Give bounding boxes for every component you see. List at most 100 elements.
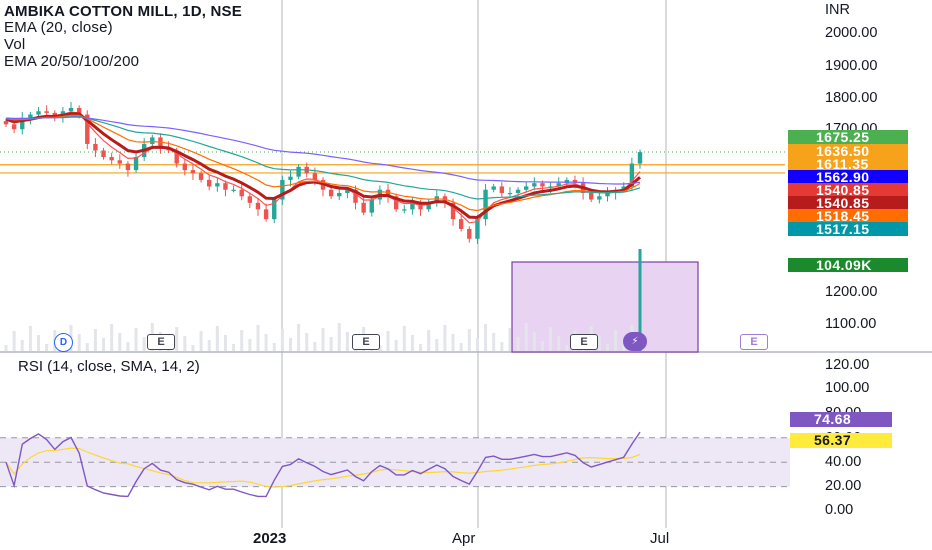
volume-bar xyxy=(475,338,479,351)
candle-body xyxy=(418,202,423,210)
volume-bar xyxy=(378,345,382,351)
volume-bar xyxy=(126,342,130,351)
candle-body xyxy=(426,202,431,210)
volume-bar xyxy=(484,324,488,351)
price-tag: 1540.85 xyxy=(788,183,908,197)
volume-bar xyxy=(85,343,89,351)
volume-bar xyxy=(549,327,553,351)
candle-body xyxy=(345,189,350,193)
rsi-band xyxy=(0,437,790,487)
legend-ema-multi: EMA 20/50/100/200 xyxy=(4,53,140,70)
ema-20-line xyxy=(5,112,641,220)
volume-bar xyxy=(4,345,8,351)
volume-bar xyxy=(313,342,317,351)
candle-body xyxy=(174,150,179,164)
volume-bar xyxy=(297,324,301,351)
candle-body xyxy=(458,219,464,229)
price-tag: 1611.35 xyxy=(788,157,908,171)
candle-body xyxy=(483,189,488,220)
time-label-apr: Apr xyxy=(452,530,476,547)
volume-bar xyxy=(12,331,16,351)
candle-body xyxy=(369,199,374,213)
highlight-zone xyxy=(511,261,699,353)
rsi-value-tag: 74.68 xyxy=(790,412,892,427)
candle-body xyxy=(532,183,537,187)
volume-bar xyxy=(419,344,423,351)
volume-bar xyxy=(508,328,512,351)
candle-body xyxy=(491,186,496,190)
candle-body xyxy=(93,143,98,151)
ema-20-close-line xyxy=(5,111,641,224)
price-label-2000: 2000.00 xyxy=(825,25,878,41)
candle-body xyxy=(215,183,220,187)
candle-body xyxy=(109,157,114,161)
time-label-2023: 2023 xyxy=(253,530,287,547)
candle-body xyxy=(117,160,122,164)
candle-body xyxy=(621,186,626,190)
rsi-line xyxy=(5,431,641,498)
candle-body xyxy=(393,196,399,210)
candle-body xyxy=(467,228,472,239)
legend-vol: Vol xyxy=(4,36,26,53)
rsi-sma-line xyxy=(5,447,641,488)
rsi-label-0: 0.00 xyxy=(825,502,854,518)
candle-body xyxy=(524,186,529,190)
volume-bar xyxy=(288,338,292,351)
dividend-badge[interactable]: D xyxy=(54,333,73,352)
earnings-badge-future[interactable]: E xyxy=(740,334,768,350)
candle-body xyxy=(434,196,439,203)
volume-bar xyxy=(199,331,203,351)
candle-body xyxy=(288,176,293,180)
price-tag: 1636.50 xyxy=(788,144,908,158)
earnings-badge-2[interactable]: E xyxy=(352,334,380,350)
volume-bar xyxy=(28,326,32,351)
chart-title: AMBIKA COTTON MILL, 1D, NSE xyxy=(4,3,242,20)
volume-bar xyxy=(37,335,41,351)
volume-bar xyxy=(280,329,284,351)
flash-icon[interactable]: ⚡ xyxy=(623,332,647,351)
price-label-1100: 1100.00 xyxy=(825,316,877,332)
candle-body xyxy=(239,189,244,197)
time-label-jul: Jul xyxy=(650,530,670,547)
price-tag: 1517.15 xyxy=(788,222,908,236)
earnings-badge-1[interactable]: E xyxy=(147,334,175,350)
candle-body xyxy=(353,189,358,203)
candle-body xyxy=(589,193,594,200)
candle-body xyxy=(385,189,391,197)
candle-body xyxy=(68,107,74,112)
candle-body xyxy=(133,157,139,171)
candle-body xyxy=(515,189,521,193)
earnings-badge-3[interactable]: E xyxy=(570,334,598,350)
volume-bar xyxy=(467,329,471,351)
candle-body xyxy=(198,173,204,180)
volume-bar xyxy=(215,326,219,351)
candle-body xyxy=(44,111,49,113)
candle-body xyxy=(247,196,253,203)
volume-bar xyxy=(329,337,333,351)
candle-body xyxy=(231,189,236,191)
volume-bar xyxy=(435,339,439,351)
candle-body xyxy=(361,202,366,213)
price-label-1800: 1800.00 xyxy=(825,90,878,106)
volume-bar xyxy=(524,323,528,351)
candle-body xyxy=(125,163,131,171)
volume-bar xyxy=(614,330,618,351)
price-tag: 1518.45 xyxy=(788,209,908,223)
candle-body xyxy=(556,183,561,187)
candle-body xyxy=(101,150,106,158)
candle-body xyxy=(190,170,196,174)
volume-bar xyxy=(394,340,398,351)
rsi-label-40: 40.00 xyxy=(825,454,862,470)
volume-bar xyxy=(248,339,252,351)
volume-bar xyxy=(93,329,97,351)
volume-bar xyxy=(223,335,227,351)
volume-bar xyxy=(557,336,561,351)
volume-bar xyxy=(110,324,114,351)
volume-tag: 104.09K xyxy=(788,258,908,272)
legend-ema20: EMA (20, close) xyxy=(4,19,113,36)
candle-body xyxy=(272,199,277,220)
volume-bar xyxy=(321,328,325,351)
volume-bar xyxy=(134,328,138,351)
